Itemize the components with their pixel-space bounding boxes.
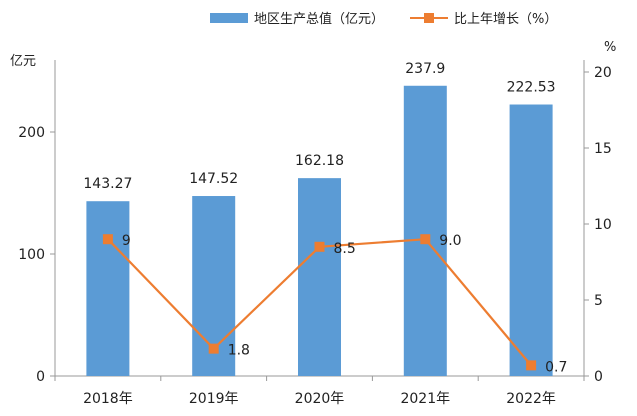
right-tick-label: 20 [594,65,612,81]
bar [509,104,553,376]
x-tick-label: 2019年 [189,391,239,407]
bar-value-label: 237.9 [405,61,445,77]
legend-bar-swatch [210,12,248,23]
x-tick-label: 2018年 [83,391,133,407]
right-axis-unit: % [604,40,617,55]
growth-point [314,241,325,252]
x-tick-label: 2021年 [400,391,450,407]
left-axis-unit: 亿元 [10,54,37,69]
growth-point [420,234,431,245]
left-tick-label: 0 [36,369,45,385]
growth-value-label: 1.8 [228,343,250,359]
growth-value-label: 8.5 [334,241,356,257]
growth-point [102,234,113,245]
x-tick-label: 2020年 [295,391,345,407]
legend-gdp-label: 地区生产总值（亿元） [254,12,385,27]
growth-point [208,343,219,354]
x-tick-label: 2022年 [506,391,556,407]
left-tick-label: 100 [18,247,45,263]
bar-value-label: 222.53 [507,80,556,96]
right-tick-label: 10 [594,217,612,233]
bar-value-label: 143.27 [83,176,132,192]
legend-item-gdp: 地区生产总值（亿元） [210,8,384,27]
growth-value-label: 9.0 [439,233,461,249]
bar-value-label: 162.18 [295,153,344,169]
bar [86,201,130,376]
legend-growth-label: 比上年增长（%） [454,12,558,27]
legend-line-swatch [410,12,448,23]
bar-value-label: 147.52 [189,171,238,187]
bar [298,178,341,376]
right-tick-label: 15 [594,141,612,157]
growth-point [526,360,537,371]
growth-value-label: 9 [122,233,131,249]
bar [403,85,447,377]
growth-value-label: 0.7 [545,359,567,375]
right-tick-label: 0 [594,369,603,385]
legend-item-growth: 比上年增长（%） [410,8,557,27]
left-tick-label: 200 [18,125,45,141]
right-tick-label: 5 [594,293,603,309]
